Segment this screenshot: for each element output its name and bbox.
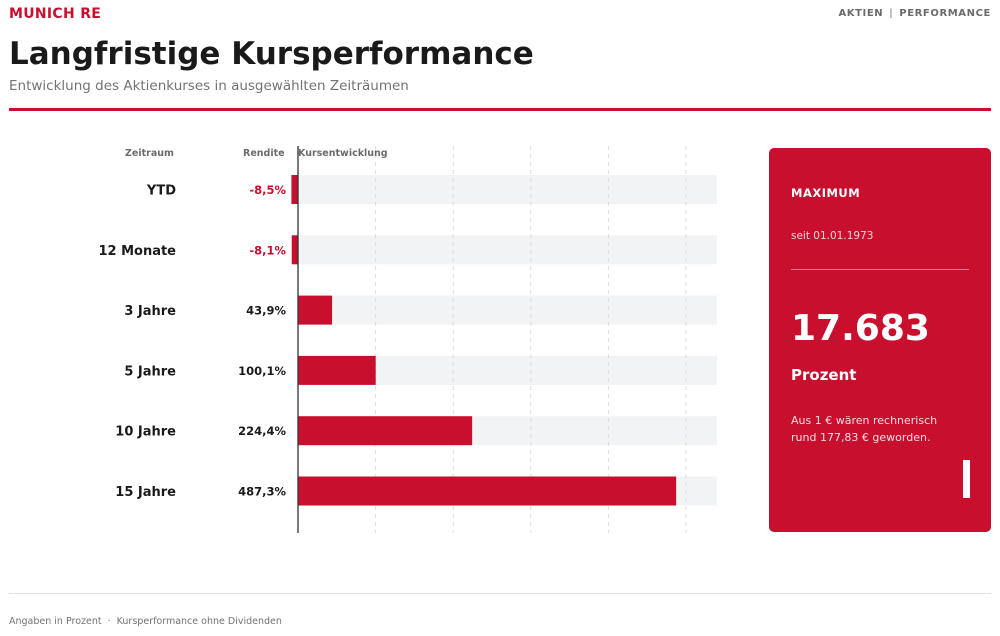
breadcrumb-separator: | xyxy=(889,8,894,19)
footer-note-unit: Angaben in Prozent xyxy=(9,616,102,627)
data-label: 224,4% xyxy=(238,424,286,438)
footer-divider xyxy=(9,593,991,594)
footer-separator: · xyxy=(107,616,111,627)
page-subtitle: Entwicklung des Aktienkurses in ausgewäh… xyxy=(9,78,409,94)
nav-item-aktien[interactable]: AKTIEN xyxy=(838,8,884,19)
bar xyxy=(298,476,677,506)
brand-logo[interactable]: MUNICH RE xyxy=(9,6,102,22)
data-label: 100,1% xyxy=(238,364,286,378)
bar-track xyxy=(298,175,717,204)
page-title: Langfristige Kursperformance xyxy=(9,36,534,72)
footer-note-dividends: Kursperformance ohne Dividenden xyxy=(116,616,282,627)
column-header-chart: Kursentwicklung xyxy=(298,148,388,159)
bar-track xyxy=(298,235,717,265)
category-label: 15 Jahre xyxy=(115,485,176,500)
bar xyxy=(298,295,333,325)
data-label: 43,9% xyxy=(246,304,286,318)
breadcrumb: AKTIEN | PERFORMANCE xyxy=(838,8,991,19)
bar xyxy=(291,175,298,204)
card-accent-mark xyxy=(963,460,970,498)
data-label: -8,1% xyxy=(249,243,286,257)
bar xyxy=(298,416,473,446)
category-label: 10 Jahre xyxy=(115,425,176,440)
card-divider xyxy=(791,269,969,270)
card-since-date: seit 01.01.1973 xyxy=(791,230,874,242)
card-unit: Prozent xyxy=(791,366,857,384)
bar xyxy=(298,355,376,385)
data-label: 487,3% xyxy=(238,485,286,499)
category-label: 3 Jahre xyxy=(124,304,176,319)
card-note: Aus 1 € wären rechnerisch rund 177,83 € … xyxy=(791,414,938,444)
data-label: -8,5% xyxy=(249,183,286,197)
top-bar: MUNICH RE AKTIEN | PERFORMANCE xyxy=(9,6,991,24)
category-label: 5 Jahre xyxy=(124,364,176,379)
maximum-card: MAXIMUM seit 01.01.1973 17.683 Prozent A… xyxy=(769,148,991,532)
column-header-return: Rendite xyxy=(243,148,285,159)
column-header-period: Zeitraum xyxy=(125,148,174,159)
card-value: 17.683 xyxy=(791,308,930,349)
title-divider xyxy=(9,108,991,111)
bar-track xyxy=(298,295,717,325)
footer: Angaben in Prozent · Kursperformance ohne … xyxy=(9,616,282,627)
category-label: YTD xyxy=(146,184,176,199)
nav-item-performance[interactable]: PERFORMANCE xyxy=(899,8,991,19)
performance-bar-chart: YTD -8,5% 12 Monate -8,1% 3 Jahre 43,9% 5 Jahr… xyxy=(98,146,717,533)
category-label: 12 Monate xyxy=(98,244,176,259)
card-label: MAXIMUM xyxy=(791,186,861,200)
bar xyxy=(291,235,298,265)
